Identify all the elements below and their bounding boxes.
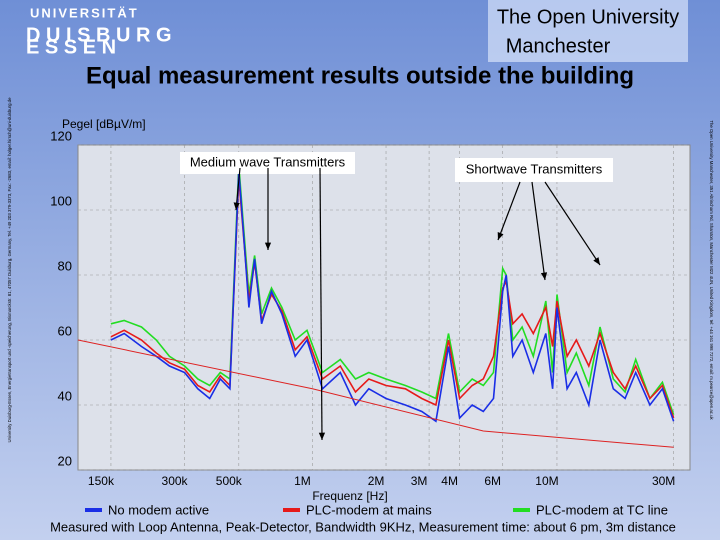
arrow — [531, 181, 546, 281]
legend-label: No modem active — [108, 502, 209, 517]
arrow-head — [593, 257, 600, 265]
x-tick-label: 10M — [535, 474, 558, 488]
y-tick-label: 60 — [58, 323, 72, 338]
plot-area — [77, 144, 691, 471]
y-tick-label: 100 — [50, 193, 72, 208]
arrow-head — [318, 432, 326, 440]
footer: Measured with Loop Antenna, Peak-Detecto… — [50, 519, 676, 534]
series-line — [110, 164, 675, 416]
logo-text: UNIVERSITÄT — [30, 5, 139, 20]
arrow — [544, 181, 601, 266]
annotation: Medium wave Transmitters — [190, 154, 346, 169]
legend-label: PLC-modem at TC line — [536, 502, 668, 517]
x-tick-label: 4M — [441, 474, 458, 488]
legend-label: PLC-modem at mains — [306, 502, 432, 517]
x-tick-label: 150k — [88, 474, 115, 488]
arrow — [497, 181, 521, 241]
annotation-box — [455, 158, 613, 182]
partner-name: The Open University — [497, 6, 679, 28]
annotation: Shortwave Transmitters — [466, 161, 603, 176]
logo-text: E S S E N — [26, 36, 116, 58]
series-line — [110, 177, 675, 419]
y-tick-label: 120 — [50, 128, 72, 143]
x-tick-label: 30M — [652, 474, 675, 488]
arrow-head — [264, 242, 272, 250]
x-tick-label: 1M — [294, 474, 311, 488]
x-tick-label: 300k — [162, 474, 189, 488]
partner-box — [488, 0, 688, 62]
series-line — [110, 170, 675, 423]
annotation-box — [180, 152, 355, 174]
arrow-head — [233, 202, 240, 210]
partner-name: Manchester — [506, 35, 611, 57]
x-tick-label: 6M — [484, 474, 501, 488]
arrow-head — [497, 232, 504, 240]
x-tick-label: 500k — [216, 474, 243, 488]
x-tick-label: 3M — [411, 474, 428, 488]
arrow-head — [540, 272, 548, 280]
x-axis-label: Frequenz [Hz] — [312, 489, 387, 503]
side-text: The Open University Manchester, 351 Altr… — [709, 120, 714, 420]
side-text: University Duisburg-Essen, Energietransp… — [7, 97, 12, 443]
x-tick-label: 2M — [368, 474, 385, 488]
y-tick-label: 40 — [58, 388, 72, 403]
y-tick-label: 20 — [58, 453, 72, 468]
chart-title: Equal measurement results outside the bu… — [86, 62, 634, 89]
logo-text: D U I S B U R G — [26, 24, 172, 46]
arrow — [319, 167, 323, 441]
y-tick-label: 80 — [58, 258, 72, 273]
y-axis-label: Pegel [dBµV/m] — [62, 117, 146, 131]
reference-line — [77, 339, 674, 448]
